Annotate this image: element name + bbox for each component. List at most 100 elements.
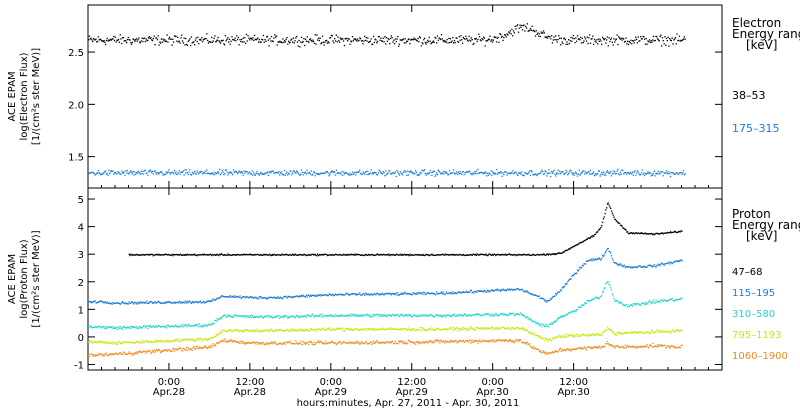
data-point bbox=[376, 339, 378, 342]
data-point bbox=[255, 296, 257, 298]
data-point bbox=[138, 37, 140, 39]
data-point bbox=[470, 173, 473, 175]
data-point bbox=[319, 294, 321, 296]
data-point bbox=[95, 302, 97, 304]
data-point bbox=[560, 171, 562, 173]
data-point bbox=[671, 37, 673, 39]
data-point bbox=[438, 328, 440, 331]
data-point bbox=[162, 325, 164, 328]
data-point bbox=[117, 343, 119, 345]
data-point bbox=[136, 341, 138, 343]
data-point bbox=[467, 314, 469, 317]
data-point bbox=[213, 336, 215, 338]
data-point bbox=[664, 36, 666, 38]
data-point bbox=[185, 339, 188, 341]
data-point bbox=[463, 291, 465, 293]
data-point bbox=[440, 340, 443, 342]
data-point bbox=[670, 262, 672, 264]
data-point bbox=[371, 343, 373, 346]
data-point bbox=[256, 316, 258, 318]
data-point bbox=[287, 316, 290, 319]
data-point bbox=[241, 342, 244, 344]
data-point bbox=[259, 331, 261, 333]
data-point bbox=[372, 254, 375, 257]
data-point bbox=[152, 37, 154, 40]
data-point bbox=[419, 292, 421, 294]
data-point bbox=[266, 35, 269, 38]
data-point bbox=[248, 297, 250, 299]
data-point bbox=[134, 326, 137, 328]
data-point bbox=[573, 245, 575, 248]
data-point bbox=[334, 38, 336, 40]
data-point bbox=[584, 38, 587, 40]
data-point bbox=[555, 173, 558, 175]
data-point bbox=[312, 329, 314, 331]
data-point bbox=[202, 300, 205, 302]
data-point bbox=[289, 340, 291, 342]
data-point bbox=[669, 298, 672, 300]
data-point bbox=[380, 328, 382, 330]
data-point bbox=[321, 342, 324, 344]
data-point bbox=[616, 220, 618, 223]
data-point bbox=[314, 295, 316, 297]
data-point bbox=[337, 254, 339, 256]
data-point bbox=[356, 314, 358, 316]
data-point bbox=[293, 316, 295, 318]
data-point bbox=[408, 329, 410, 331]
data-point bbox=[432, 40, 435, 42]
data-point bbox=[422, 340, 424, 343]
data-point bbox=[197, 302, 199, 304]
data-point bbox=[128, 326, 130, 329]
data-point bbox=[605, 329, 607, 331]
data-point bbox=[311, 294, 313, 297]
data-point bbox=[472, 43, 474, 46]
data-point bbox=[269, 315, 271, 317]
data-point bbox=[570, 36, 572, 39]
data-point bbox=[533, 254, 535, 256]
data-point bbox=[632, 174, 634, 176]
data-point bbox=[452, 254, 454, 256]
data-point bbox=[216, 318, 218, 320]
data-point bbox=[292, 170, 295, 172]
data-point bbox=[290, 342, 292, 344]
data-point bbox=[679, 172, 681, 174]
data-point bbox=[191, 42, 193, 44]
data-point bbox=[559, 252, 562, 254]
data-point bbox=[342, 315, 345, 317]
data-point bbox=[168, 171, 171, 174]
data-point bbox=[476, 253, 478, 255]
data-point bbox=[536, 174, 538, 177]
data-point bbox=[682, 170, 685, 172]
data-point bbox=[315, 314, 317, 317]
data-point bbox=[603, 331, 605, 333]
data-point bbox=[573, 174, 575, 177]
data-point bbox=[136, 328, 138, 330]
data-point bbox=[88, 355, 90, 357]
data-point bbox=[483, 36, 485, 38]
data-point bbox=[236, 254, 238, 256]
data-point bbox=[224, 254, 226, 256]
data-point bbox=[499, 254, 501, 256]
data-point bbox=[276, 172, 278, 174]
data-point bbox=[200, 338, 202, 340]
data-point bbox=[491, 41, 494, 43]
data-point bbox=[573, 273, 575, 275]
data-point bbox=[333, 254, 335, 256]
data-point bbox=[618, 332, 620, 334]
data-point bbox=[278, 171, 280, 173]
data-point bbox=[596, 297, 598, 299]
data-point bbox=[571, 40, 573, 42]
data-point bbox=[398, 328, 401, 330]
data-point bbox=[679, 40, 681, 42]
data-point bbox=[551, 42, 554, 44]
data-point bbox=[555, 337, 558, 339]
data-point bbox=[644, 43, 647, 45]
data-point bbox=[372, 253, 374, 256]
data-point bbox=[557, 291, 559, 293]
data-point bbox=[375, 294, 377, 296]
data-point bbox=[162, 341, 164, 343]
data-point bbox=[628, 173, 630, 175]
data-point bbox=[213, 322, 215, 324]
data-point bbox=[93, 354, 95, 357]
data-point bbox=[381, 292, 384, 294]
